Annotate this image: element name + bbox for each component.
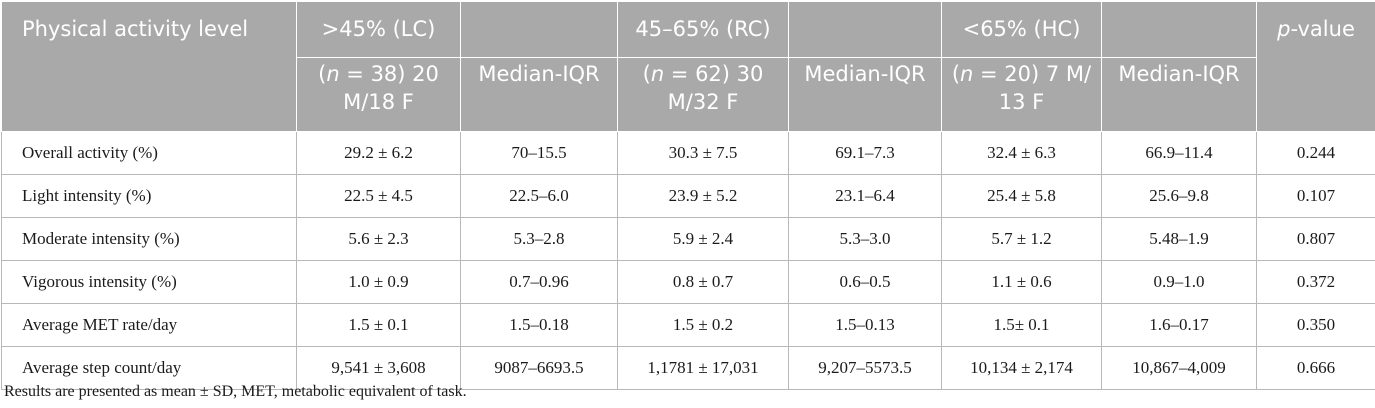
rc-iqr-cell: 1.5–0.13 — [788, 303, 942, 347]
results-table: Physical activity level >45% (LC) 45–65%… — [1, 1, 1375, 390]
rc-iqr-cell: 23.1–6.4 — [788, 174, 942, 218]
row-label: Average MET rate/day — [1, 303, 297, 347]
lc-mean-cell: 22.5 ± 4.5 — [296, 174, 461, 218]
table-row: Average step count/day 9,541 ± 3,608 908… — [1, 346, 1375, 390]
rc-mean-cell: 23.9 ± 5.2 — [617, 174, 789, 218]
header-lc-median-iqr: Median-IQR — [460, 57, 618, 132]
header-rc-n: (n = 62) 30 M/32 F — [617, 57, 789, 132]
hc-mean-cell: 1.5± 0.1 — [941, 303, 1102, 347]
hc-mean-cell: 32.4 ± 6.3 — [941, 131, 1102, 175]
table-body: Overall activity (%) 29.2 ± 6.2 70–15.5 … — [1, 131, 1375, 390]
lc-mean-cell: 1.5 ± 0.1 — [296, 303, 461, 347]
rc-mean-cell: 30.3 ± 7.5 — [617, 131, 789, 175]
hc-mean-cell: 25.4 ± 5.8 — [941, 174, 1102, 218]
lc-n-rest: = 38) 20 M/18 F — [339, 62, 439, 114]
header-hc-n: (n = 20) 7 M/ 13 F — [941, 57, 1102, 132]
header-rc-blank — [788, 1, 942, 58]
hc-iqr-cell: 1.6–0.17 — [1101, 303, 1257, 347]
p-value-cell: 0.107 — [1256, 174, 1375, 218]
header-lc-n: (n = 38) 20 M/18 F — [296, 57, 461, 132]
hc-n-italic: n — [960, 62, 974, 86]
table-row: Light intensity (%) 22.5 ± 4.5 22.5–6.0 … — [1, 174, 1375, 218]
header-physical-activity-level: Physical activity level — [1, 1, 297, 132]
lc-n-open: ( — [318, 62, 327, 86]
rc-iqr-cell: 69.1–7.3 — [788, 131, 942, 175]
rc-n-open: ( — [642, 62, 651, 86]
hc-n-open: ( — [951, 62, 961, 86]
header-row-groups: Physical activity level >45% (LC) 45–65%… — [1, 1, 1375, 132]
row-label: Overall activity (%) — [1, 131, 297, 175]
lc-mean-cell: 5.6 ± 2.3 — [296, 217, 461, 261]
p-italic: p — [1277, 17, 1291, 41]
table-row: Moderate intensity (%) 5.6 ± 2.3 5.3–2.8… — [1, 217, 1375, 261]
hc-iqr-cell: 5.48–1.9 — [1101, 217, 1257, 261]
lc-n-italic: n — [326, 62, 340, 86]
hc-iqr-cell: 25.6–9.8 — [1101, 174, 1257, 218]
rc-iqr-cell: 5.3–3.0 — [788, 217, 942, 261]
lc-mean-cell: 1.0 ± 0.9 — [296, 260, 461, 304]
rc-iqr-cell: 0.6–0.5 — [788, 260, 942, 304]
header-lc-group: >45% (LC) — [296, 1, 461, 58]
lc-mean-cell: 9,541 ± 3,608 — [296, 346, 461, 390]
lc-iqr-cell: 0.7–0.96 — [460, 260, 618, 304]
hc-iqr-cell: 66.9–11.4 — [1101, 131, 1257, 175]
p-value-cell: 0.807 — [1256, 217, 1375, 261]
rc-mean-cell: 1,1781 ± 17,031 — [617, 346, 789, 390]
p-value-cell: 0.666 — [1256, 346, 1375, 390]
hc-mean-cell: 10,134 ± 2,174 — [941, 346, 1102, 390]
table-row: Overall activity (%) 29.2 ± 6.2 70–15.5 … — [1, 131, 1375, 175]
table-row: Average MET rate/day 1.5 ± 0.1 1.5–0.18 … — [1, 303, 1375, 347]
rc-mean-cell: 5.9 ± 2.4 — [617, 217, 789, 261]
rc-mean-cell: 1.5 ± 0.2 — [617, 303, 789, 347]
table-row: Vigorous intensity (%) 1.0 ± 0.9 0.7–0.9… — [1, 260, 1375, 304]
lc-iqr-cell: 22.5–6.0 — [460, 174, 618, 218]
header-hc-blank — [1101, 1, 1257, 58]
header-p-value: p-value — [1256, 1, 1375, 132]
rc-mean-cell: 0.8 ± 0.7 — [617, 260, 789, 304]
table-header: Physical activity level >45% (LC) 45–65%… — [1, 1, 1375, 132]
lc-iqr-cell: 1.5–0.18 — [460, 303, 618, 347]
lc-iqr-cell: 5.3–2.8 — [460, 217, 618, 261]
row-label: Vigorous intensity (%) — [1, 260, 297, 304]
row-label: Moderate intensity (%) — [1, 217, 297, 261]
p-value-cell: 0.350 — [1256, 303, 1375, 347]
p-value-suffix: -value — [1290, 17, 1355, 41]
rc-iqr-cell: 9,207–5573.5 — [788, 346, 942, 390]
hc-n-rest: = 20) 7 M/ 13 F — [973, 62, 1092, 114]
header-rc-median-iqr: Median-IQR — [788, 57, 942, 132]
hc-iqr-cell: 10,867–4,009 — [1101, 346, 1257, 390]
p-value-cell: 0.244 — [1256, 131, 1375, 175]
row-label: Average step count/day — [1, 346, 297, 390]
header-hc-median-iqr: Median-IQR — [1101, 57, 1257, 132]
hc-mean-cell: 1.1 ± 0.6 — [941, 260, 1102, 304]
header-row-subcolumns: (n = 38) 20 M/18 F Median-IQR (n = 62) 3… — [2, 57, 1375, 132]
header-rc-group: 45–65% (RC) — [617, 1, 789, 58]
rc-n-rest: = 62) 30 M/32 F — [664, 62, 764, 114]
hc-iqr-cell: 0.9–1.0 — [1101, 260, 1257, 304]
hc-mean-cell: 5.7 ± 1.2 — [941, 217, 1102, 261]
p-value-cell: 0.372 — [1256, 260, 1375, 304]
row-label: Light intensity (%) — [1, 174, 297, 218]
lc-iqr-cell: 70–15.5 — [460, 131, 618, 175]
header-hc-group: <65% (HC) — [941, 1, 1102, 58]
lc-iqr-cell: 9087–6693.5 — [460, 346, 618, 390]
rc-n-italic: n — [650, 62, 665, 86]
lc-mean-cell: 29.2 ± 6.2 — [296, 131, 461, 175]
table-footnote: Results are presented as mean ± SD, MET,… — [4, 383, 467, 400]
header-lc-blank — [460, 1, 618, 58]
